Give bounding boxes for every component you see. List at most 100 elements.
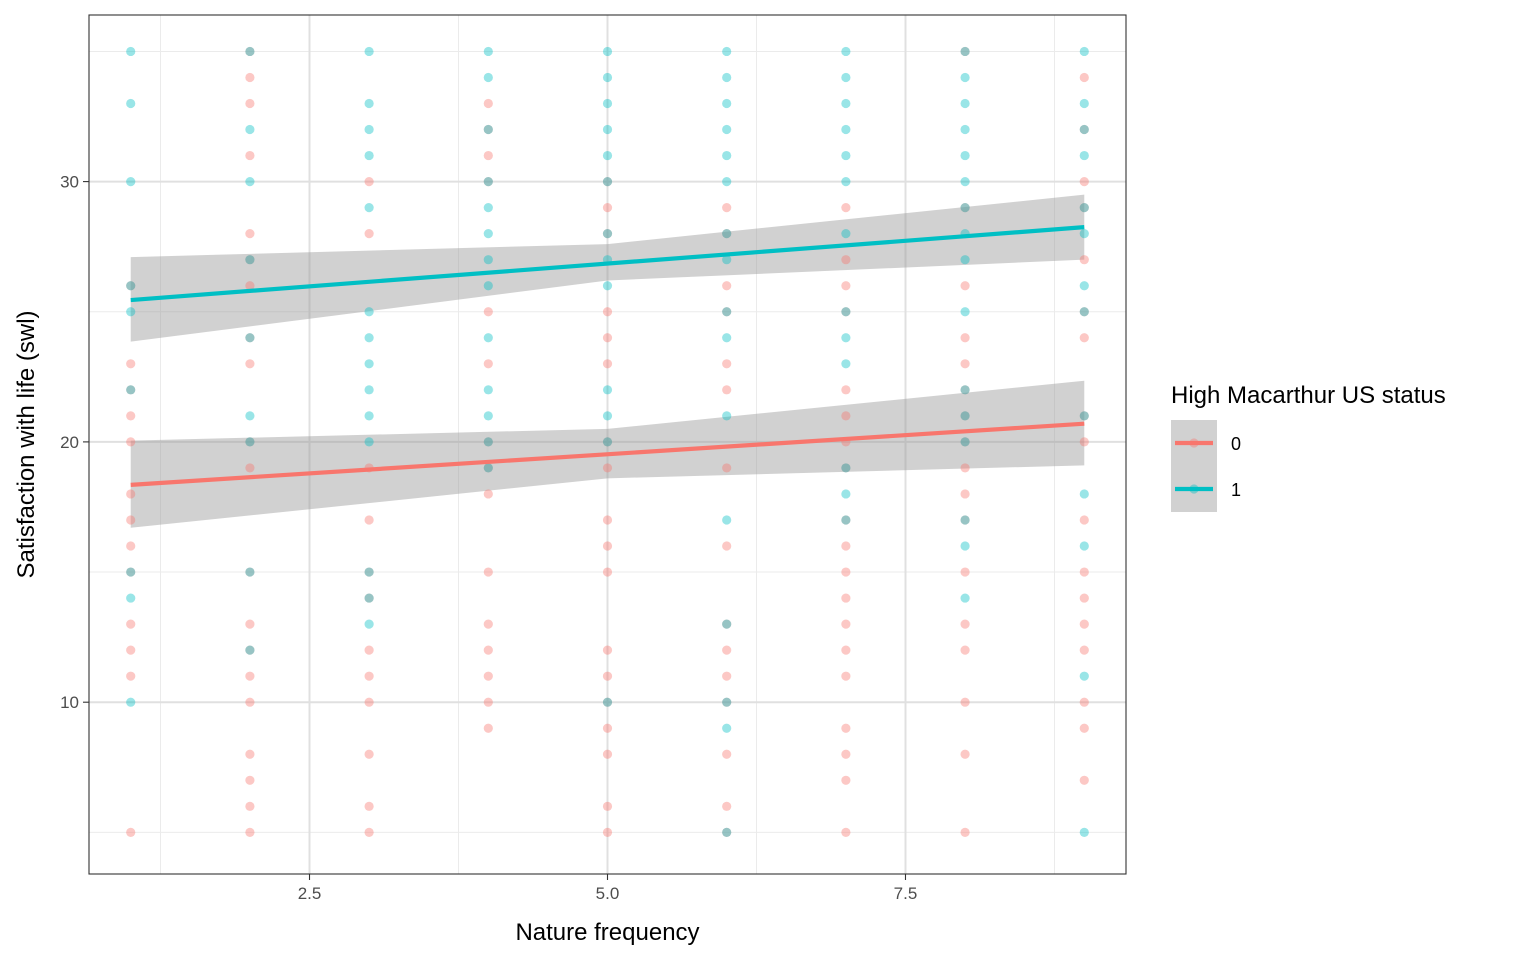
data-point-1 [1079, 671, 1089, 681]
data-point-0 [602, 671, 613, 681]
data-point-1 [245, 255, 255, 265]
data-point-0 [483, 98, 493, 109]
data-point-0 [245, 359, 255, 369]
data-point-1 [722, 72, 732, 83]
data-point-1 [483, 46, 493, 57]
data-point-0 [602, 176, 613, 187]
data-point-1 [483, 411, 493, 421]
data-point-1 [364, 203, 374, 213]
data-point-0 [364, 749, 374, 759]
data-point-0 [245, 567, 255, 577]
data-point-0 [841, 749, 851, 759]
data-point-0 [722, 203, 732, 213]
data-point-1 [841, 98, 851, 109]
data-point-0 [722, 463, 732, 473]
data-point-0 [722, 229, 732, 239]
data-point-1 [602, 281, 613, 291]
data-point-1 [483, 176, 493, 187]
data-point-0 [1079, 619, 1089, 629]
data-point-0 [841, 723, 851, 733]
data-point-0 [245, 697, 255, 707]
x-axis-title: Nature frequency [515, 919, 699, 946]
data-point-1 [841, 229, 851, 239]
data-point-1 [126, 697, 136, 707]
data-point-0 [722, 697, 732, 707]
data-point-1 [960, 98, 970, 109]
data-point-0 [483, 671, 493, 681]
data-point-1 [722, 98, 732, 109]
data-point-1 [1079, 411, 1089, 421]
data-point-1 [722, 124, 732, 135]
data-point-0 [841, 541, 851, 551]
data-point-0 [1079, 645, 1089, 655]
data-point-0 [483, 150, 493, 161]
data-point-1 [364, 46, 374, 57]
data-point-1 [722, 411, 732, 421]
legend-keys: 01 [1171, 420, 1241, 512]
data-point-1 [841, 176, 851, 187]
data-point-1 [841, 463, 851, 473]
data-point-1 [722, 723, 732, 733]
x-tick-label: 7.5 [894, 884, 918, 903]
data-point-0 [126, 671, 136, 681]
data-point-0 [841, 515, 851, 525]
data-point-1 [1079, 98, 1089, 109]
data-point-0 [364, 697, 374, 707]
data-point-0 [722, 671, 732, 681]
data-point-1 [245, 124, 255, 135]
data-point-0 [245, 827, 255, 837]
data-point-0 [245, 619, 255, 629]
data-point-1 [602, 98, 613, 109]
data-point-0 [960, 46, 970, 57]
data-point-1 [1079, 150, 1089, 161]
data-point-0 [364, 827, 374, 837]
data-point-0 [1079, 437, 1089, 447]
data-point-0 [245, 645, 255, 655]
data-point-1 [960, 515, 970, 525]
data-point-1 [364, 385, 374, 395]
data-point-1 [364, 593, 374, 603]
data-point-1 [722, 176, 732, 187]
data-point-1 [364, 124, 374, 135]
data-point-1 [960, 176, 970, 187]
data-point-0 [841, 671, 851, 681]
data-point-0 [126, 827, 136, 837]
data-point-1 [483, 385, 493, 395]
data-point-0 [602, 333, 613, 343]
data-point-1 [1079, 489, 1089, 499]
data-point-1 [722, 150, 732, 161]
data-point-0 [364, 593, 374, 603]
data-point-0 [960, 827, 970, 837]
data-point-0 [126, 645, 136, 655]
data-point-1 [245, 645, 255, 655]
data-point-1 [722, 333, 732, 343]
fit-lines [130, 225, 1085, 487]
data-point-1 [602, 385, 613, 395]
data-point-1 [722, 307, 732, 317]
data-point-0 [364, 671, 374, 681]
data-point-0 [960, 489, 970, 499]
data-point-0 [245, 72, 255, 83]
x-tick-label: 2.5 [298, 884, 322, 903]
data-point-1 [841, 124, 851, 135]
data-point-1 [960, 385, 970, 395]
data-point-1 [1079, 124, 1089, 135]
data-point-0 [960, 463, 970, 473]
data-point-1 [602, 46, 613, 57]
data-point-1 [126, 307, 136, 317]
data-point-0 [1079, 567, 1089, 577]
data-point-0 [364, 567, 374, 577]
data-point-0 [722, 281, 732, 291]
data-point-0 [841, 775, 851, 785]
data-point-0 [602, 697, 613, 707]
data-point-0 [722, 307, 732, 317]
data-point-1 [364, 333, 374, 343]
data-point-1 [722, 46, 732, 57]
data-point-1 [483, 229, 493, 239]
y-axis: 10 20 30 [60, 173, 89, 712]
data-point-1 [126, 567, 136, 577]
data-point-0 [1079, 333, 1089, 343]
data-point-1 [602, 437, 613, 447]
data-point-0 [245, 671, 255, 681]
